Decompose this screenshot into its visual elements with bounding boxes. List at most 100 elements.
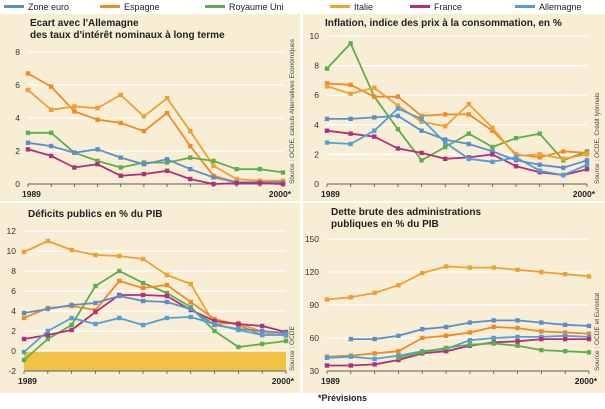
- data-point: [48, 84, 54, 89]
- data-point: [348, 141, 353, 147]
- y-tick-label: 8: [15, 47, 20, 57]
- data-point: [117, 293, 122, 299]
- data-point: [95, 147, 100, 152]
- y-tick-label: 8: [11, 266, 16, 276]
- data-point: [562, 272, 568, 277]
- data-point: [396, 349, 401, 354]
- data-point: [539, 329, 544, 334]
- y-tick-label: 60: [310, 333, 320, 343]
- data-point: [188, 166, 193, 172]
- data-point: [164, 110, 170, 116]
- y-tick-label: 12: [7, 226, 17, 236]
- data-point: [348, 363, 354, 368]
- data-point: [396, 355, 401, 360]
- y-tick-label: 2: [15, 146, 20, 156]
- data-point: [140, 256, 146, 262]
- data-point: [442, 144, 448, 150]
- y-tick-label: 150: [305, 234, 319, 244]
- data-point: [491, 341, 496, 346]
- y-tick-label: 0: [15, 179, 20, 189]
- data-point: [259, 323, 265, 329]
- data-point: [188, 176, 193, 182]
- data-point: [324, 297, 330, 302]
- data-point: [45, 238, 51, 244]
- data-point: [491, 318, 496, 323]
- data-point: [562, 322, 568, 327]
- series-line: [27, 148, 284, 185]
- legend-swatch: [100, 5, 120, 9]
- legend-label: Allemagne: [539, 2, 582, 12]
- y-tick-label: 4: [15, 113, 20, 123]
- source-note: Source : OCDE, Crédit lyonnais: [594, 92, 601, 184]
- data-point: [419, 116, 424, 122]
- legend-swatch: [515, 5, 535, 9]
- series-line: [326, 326, 590, 358]
- data-point: [372, 290, 377, 296]
- data-point: [164, 157, 170, 162]
- series-line: [23, 270, 287, 361]
- y-tick-label: 120: [305, 267, 319, 277]
- data-point: [69, 302, 74, 308]
- data-point: [443, 345, 449, 351]
- data-point: [21, 310, 27, 316]
- data-point: [25, 71, 31, 76]
- y-tick-label: 2: [11, 326, 16, 336]
- data-point: [280, 170, 286, 175]
- data-point: [442, 137, 448, 142]
- legend-swatch: [4, 5, 24, 9]
- data-point: [372, 128, 377, 133]
- data-point: [584, 152, 590, 157]
- data-point: [466, 131, 472, 136]
- data-point: [25, 140, 31, 145]
- x-tick-label: 2000*: [573, 189, 596, 199]
- data-point: [280, 181, 286, 187]
- data-point: [419, 128, 424, 133]
- y-tick-label: 10: [310, 31, 320, 41]
- data-point: [466, 101, 472, 107]
- x-tick-label: 2000*: [575, 376, 598, 386]
- data-point: [69, 315, 74, 321]
- chart-svg: 0 2 4 6 8 1989 2000* Ecart avec l'Allemagne des …: [0, 14, 300, 201]
- data-point: [515, 334, 520, 340]
- legend-swatch: [205, 5, 225, 9]
- footnote: *Prévisions: [318, 393, 368, 403]
- data-point: [396, 333, 401, 338]
- data-point: [48, 143, 54, 149]
- data-point: [72, 165, 77, 170]
- data-point: [419, 113, 424, 119]
- legend-swatch: [330, 5, 350, 9]
- data-point: [69, 322, 74, 328]
- data-point: [118, 173, 123, 178]
- data-point: [69, 247, 74, 253]
- chart-panel-public-debt: 30 60 90 120 150 1989 2000* Dette brute des adm…: [303, 203, 605, 393]
- data-point: [515, 267, 520, 272]
- legend-label: Espagne: [124, 2, 160, 12]
- data-point: [348, 116, 353, 122]
- data-point: [420, 350, 425, 355]
- data-point: [562, 336, 568, 342]
- data-point: [117, 278, 122, 284]
- data-point: [490, 125, 495, 130]
- y-tick-label: 2: [314, 149, 319, 159]
- data-point: [467, 342, 473, 347]
- data-point: [443, 324, 449, 330]
- data-point: [69, 327, 74, 333]
- data-point: [141, 129, 147, 134]
- data-point: [141, 162, 147, 167]
- data-point: [491, 335, 496, 341]
- data-point: [395, 127, 401, 132]
- data-point: [515, 343, 520, 348]
- data-point: [93, 283, 98, 289]
- data-point: [211, 175, 216, 180]
- data-point: [140, 285, 146, 291]
- x-tick-label: 1989: [22, 189, 41, 199]
- legend-label: Italie: [354, 2, 374, 12]
- data-point: [467, 338, 473, 343]
- legend-swatch: [410, 5, 430, 9]
- data-point: [45, 332, 51, 338]
- data-point: [513, 158, 519, 163]
- data-point: [324, 363, 330, 368]
- data-point: [513, 155, 519, 160]
- y-tick-label: 90: [310, 300, 320, 310]
- data-point: [257, 166, 263, 172]
